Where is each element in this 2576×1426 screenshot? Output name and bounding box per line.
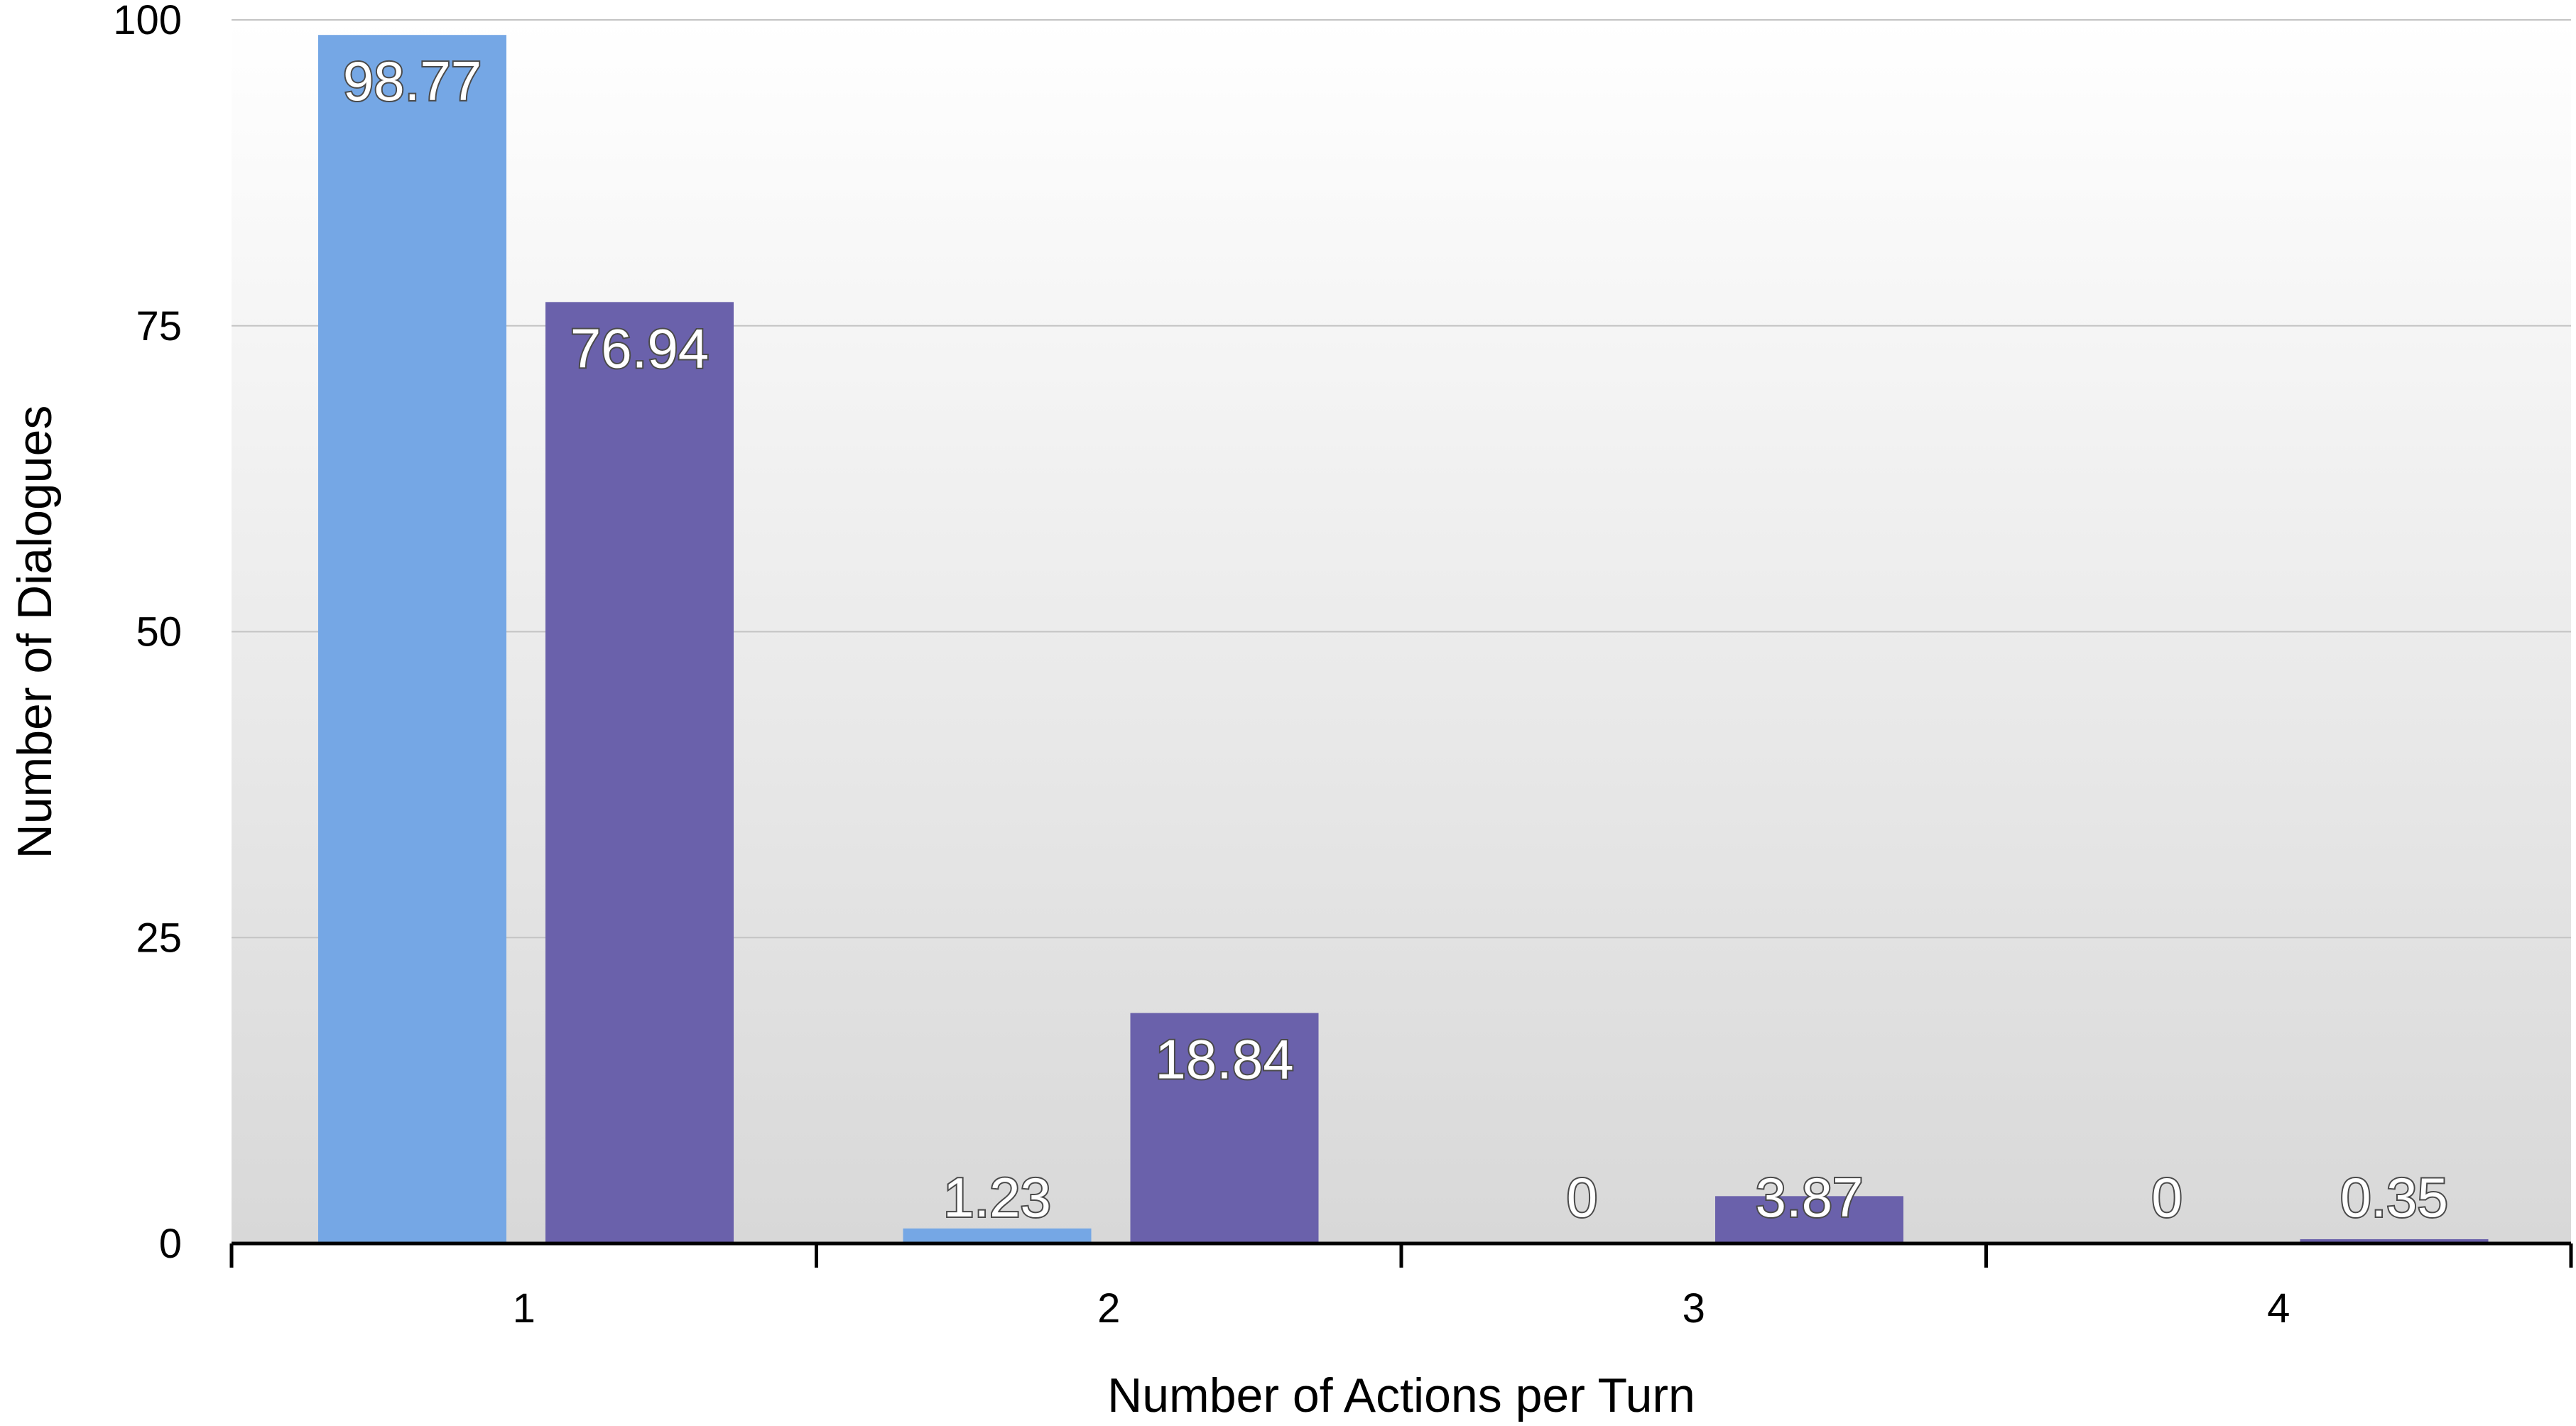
data-label-1-2: 1.23 [943,1166,1051,1229]
bar-1-2 [903,1228,1092,1243]
y-tick-label-0: 0 [159,1221,182,1267]
data-label-2-1: 76.94 [570,317,709,379]
x-axis-title: Number of Actions per Turn [1107,1368,1695,1422]
y-tick-label-3: 75 [136,303,182,349]
bar-2-3 [1715,1196,1903,1243]
x-tick-label-4: 4 [2267,1285,2290,1332]
y-tick-label-2: 50 [136,609,182,655]
data-label-2-4: 0.35 [2340,1166,2448,1229]
bar-2-4 [2300,1239,2489,1243]
data-label-2-3: 3.87 [1756,1166,1864,1229]
y-tick-label-4: 100 [113,0,182,43]
bar-1-1 [318,35,506,1244]
data-label-2-2: 18.84 [1155,1028,1293,1090]
bars [318,35,2489,1244]
y-tick-label-1: 25 [136,915,182,961]
x-tick-label-1: 1 [513,1285,536,1332]
bar-2-1 [545,302,734,1244]
data-label-1-1: 98.77 [343,50,482,112]
y-axis-title: Number of Dialogues [8,406,62,859]
data-labels: 98.77 1.23 0 0 76.94 18.84 3.87 0.35 [342,48,2450,1230]
data-label-1-3: 0 [1567,1166,1597,1229]
x-tick-label-3: 3 [1683,1285,1705,1332]
x-tick-label-2: 2 [1097,1285,1120,1332]
bar-2-2 [1130,1013,1319,1243]
axes: 0 25 50 75 100 1 2 3 4 [113,0,2573,1332]
data-label-1-4: 0 [2151,1166,2182,1229]
